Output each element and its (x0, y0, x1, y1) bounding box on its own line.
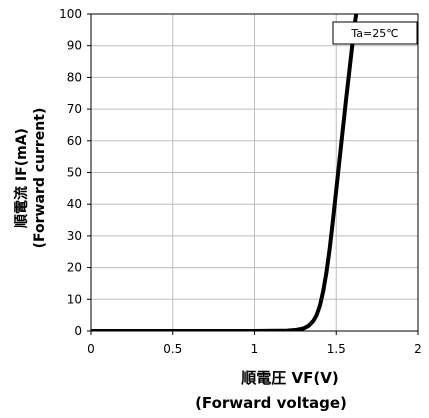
x-tick-label: 0 (87, 342, 95, 356)
y-tick-label: 40 (67, 197, 82, 211)
grid (90, 13, 419, 332)
y-tick-label: 90 (67, 39, 82, 53)
y-axis-label-english: (Forward current) (32, 108, 48, 249)
x-axis-label-english: (Forward voltage) (195, 394, 347, 412)
series-layer (91, 14, 359, 331)
x-tick-label: 0.5 (163, 342, 182, 356)
y-tick-label: 60 (67, 134, 82, 148)
y-axis-ticks: 0 10 20 30 40 50 60 70 80 90 100 (59, 7, 91, 338)
y-tick-label: 50 (67, 166, 82, 180)
x-tick-label: 1 (251, 342, 259, 356)
y-tick-label: 70 (67, 102, 82, 116)
y-tick-label: 80 (67, 70, 82, 84)
x-axis-label: 順電圧 VF(V) (240, 369, 338, 387)
annotation-frame (332, 21, 418, 45)
x-tick-label: 2 (414, 342, 422, 356)
y-axis-label: 順電流 IF(mA) (13, 128, 30, 228)
y-tick-label: 100 (59, 7, 82, 21)
x-axis-ticks: 0 0.5 1 1.5 2 (87, 331, 422, 356)
annotation-box: Ta=25℃ (332, 21, 418, 45)
x-tick-label: 1.5 (327, 342, 346, 356)
y-tick-label: 30 (67, 229, 82, 243)
annotation-text: Ta=25℃ (350, 27, 398, 40)
y-tick-label: 10 (67, 292, 82, 306)
series-line-0 (91, 14, 359, 331)
y-tick-label: 20 (67, 261, 82, 275)
y-tick-label: 0 (74, 324, 82, 338)
